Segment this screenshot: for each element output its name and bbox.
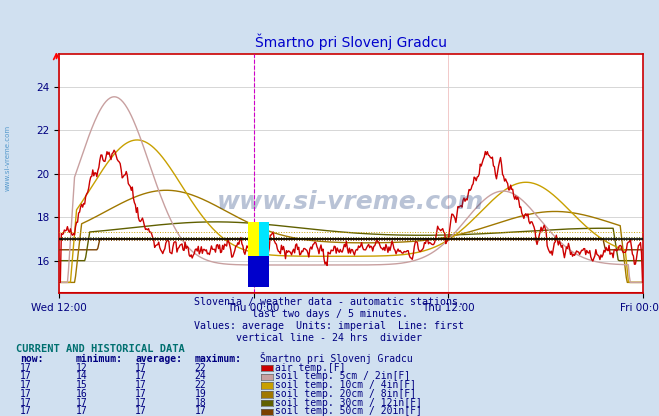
- Text: Values: average  Units: imperial  Line: first: Values: average Units: imperial Line: fi…: [194, 322, 465, 332]
- Text: 17: 17: [20, 371, 32, 381]
- Text: now:: now:: [20, 354, 43, 364]
- Text: vertical line - 24 hrs  divider: vertical line - 24 hrs divider: [237, 333, 422, 343]
- Text: 18: 18: [194, 398, 206, 408]
- Text: 16: 16: [76, 389, 88, 399]
- Text: 15: 15: [76, 380, 88, 390]
- Text: maximum:: maximum:: [194, 354, 241, 364]
- Text: 14: 14: [76, 371, 88, 381]
- Text: minimum:: minimum:: [76, 354, 123, 364]
- Text: soil temp. 20cm / 8in[F]: soil temp. 20cm / 8in[F]: [275, 389, 416, 399]
- Text: 17: 17: [20, 389, 32, 399]
- Text: soil temp. 30cm / 12in[F]: soil temp. 30cm / 12in[F]: [275, 398, 422, 408]
- Text: 12: 12: [76, 363, 88, 373]
- Text: Šmartno pri Slovenj Gradcu: Šmartno pri Slovenj Gradcu: [260, 352, 413, 364]
- Text: 22: 22: [194, 363, 206, 373]
- Text: soil temp. 50cm / 20in[F]: soil temp. 50cm / 20in[F]: [275, 406, 422, 416]
- Text: 17: 17: [20, 398, 32, 408]
- Text: soil temp. 10cm / 4in[F]: soil temp. 10cm / 4in[F]: [275, 380, 416, 390]
- Text: 19: 19: [194, 389, 206, 399]
- Text: last two days / 5 minutes.: last two days / 5 minutes.: [252, 310, 407, 319]
- Text: 22: 22: [194, 380, 206, 390]
- Text: 17: 17: [135, 398, 147, 408]
- Text: 17: 17: [135, 363, 147, 373]
- Text: www.si-vreme.com: www.si-vreme.com: [217, 191, 484, 214]
- Bar: [258, 221, 270, 256]
- Text: 17: 17: [20, 380, 32, 390]
- Bar: [248, 221, 258, 256]
- Text: 17: 17: [20, 363, 32, 373]
- Text: 17: 17: [76, 398, 88, 408]
- Text: average:: average:: [135, 354, 182, 364]
- Text: 17: 17: [76, 406, 88, 416]
- Title: Šmartno pri Slovenj Gradcu: Šmartno pri Slovenj Gradcu: [255, 34, 447, 50]
- Text: 17: 17: [194, 406, 206, 416]
- Text: air temp.[F]: air temp.[F]: [275, 363, 345, 373]
- Text: www.si-vreme.com: www.si-vreme.com: [5, 125, 11, 191]
- Text: 17: 17: [135, 380, 147, 390]
- Text: soil temp. 5cm / 2in[F]: soil temp. 5cm / 2in[F]: [275, 371, 410, 381]
- Text: 17: 17: [135, 389, 147, 399]
- Text: CURRENT AND HISTORICAL DATA: CURRENT AND HISTORICAL DATA: [16, 344, 185, 354]
- Bar: [248, 256, 270, 287]
- Text: 24: 24: [194, 371, 206, 381]
- Text: 17: 17: [135, 371, 147, 381]
- Text: 17: 17: [135, 406, 147, 416]
- Text: 17: 17: [20, 406, 32, 416]
- Text: Slovenia / weather data - automatic stations.: Slovenia / weather data - automatic stat…: [194, 297, 465, 307]
